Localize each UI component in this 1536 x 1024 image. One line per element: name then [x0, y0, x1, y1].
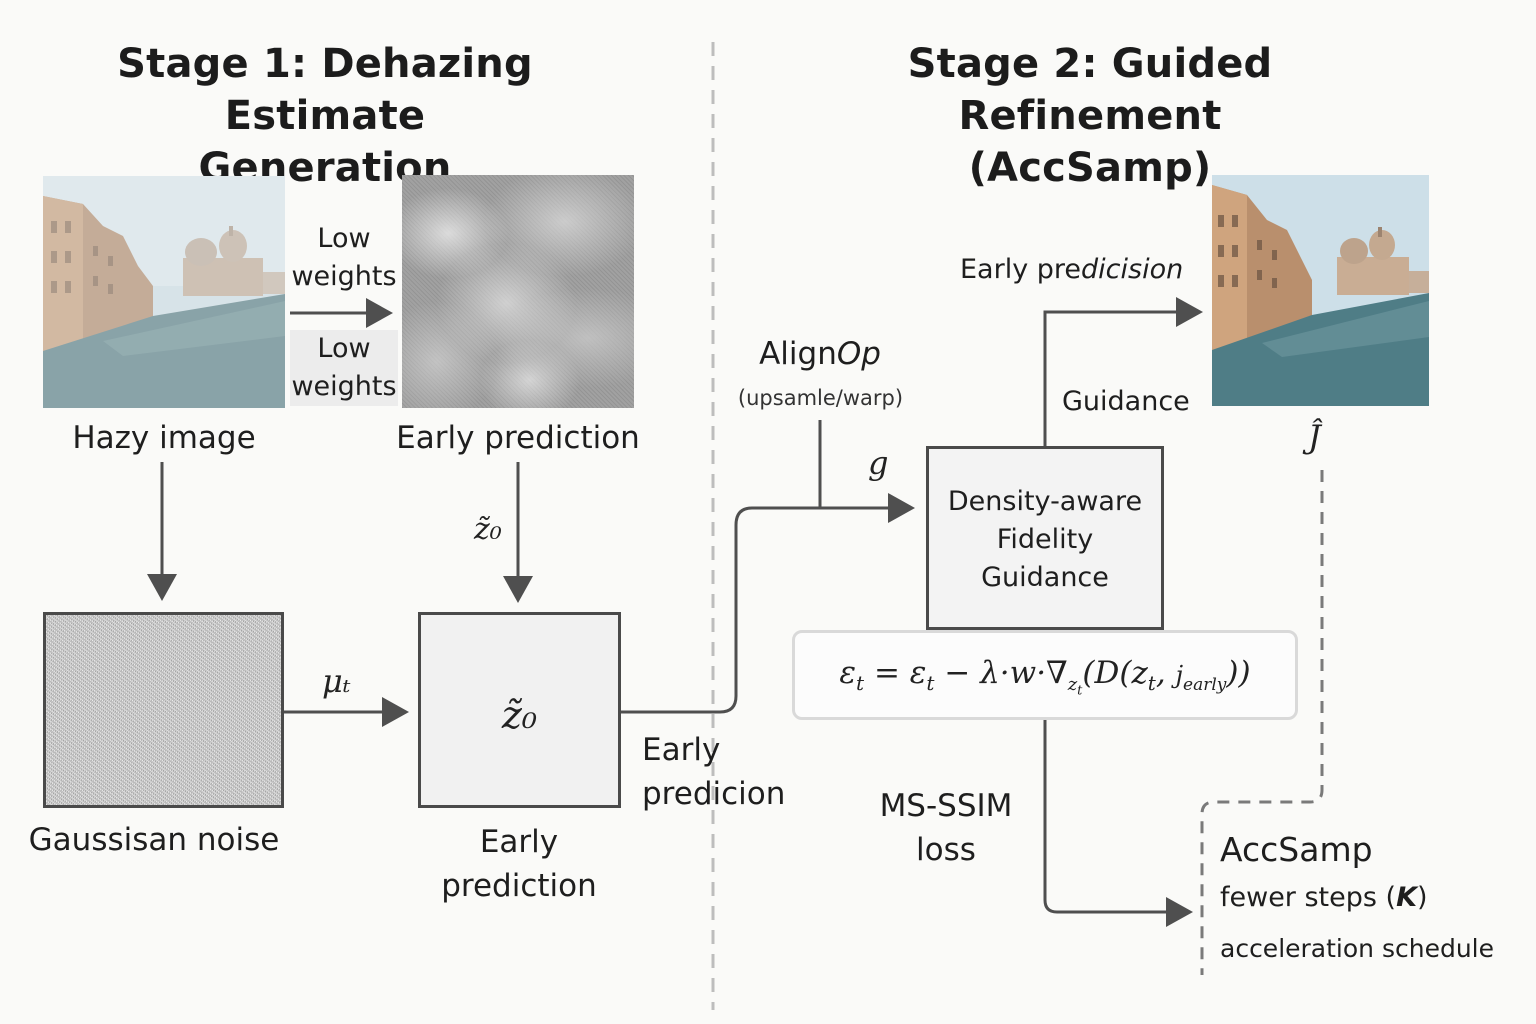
hazy-image [43, 176, 285, 408]
stage1-title: Stage 1: Dehazing Estimate Generation [40, 38, 610, 194]
dfg-line2: Fidelity [996, 524, 1094, 555]
stage2-title: Stage 2: Guided Refinement (AccSamp) [800, 38, 1380, 194]
j-hat-label: Ĵ [1308, 418, 1321, 456]
dfg-line1: Density-aware [947, 486, 1143, 517]
mu-t-label: μₜ [322, 662, 351, 700]
acceleration-schedule-label: acceleration schedule [1220, 934, 1494, 963]
low-weights-top-label: Low weights [291, 223, 397, 292]
gaussian-noise-label: Gaussisan noise [28, 822, 280, 858]
dfg-line3: Guidance [981, 562, 1109, 593]
early-prediction-top-label: Early prediction [396, 420, 640, 456]
z0-box-label: z̃₀ [501, 693, 538, 737]
early-predicision-label: Early predicision [960, 254, 1184, 285]
early-predicion-label: Early predicion [642, 732, 786, 812]
early-prediction-bottom-label: Early prediction [441, 824, 597, 904]
low-weights-bottom-label: Low weights [290, 330, 398, 406]
hazy-image-label: Hazy image [72, 420, 256, 456]
z0-to-guidance-path [620, 493, 915, 714]
alignop-sub-label: (upsamle/warp) [737, 386, 904, 410]
z0-arrow-label: z̃₀ [474, 512, 502, 547]
msssim-to-accsamp-path [1043, 720, 1193, 927]
dehazed-output-image [1212, 175, 1429, 406]
alignop-label: AlignOp [759, 336, 881, 372]
dashed-feedback-path [1200, 470, 1324, 975]
update-equation-box: εt = εt − λ·w·∇zt(D(zt, jearly)) [792, 630, 1298, 720]
stage2-title-line2: (AccSamp) [968, 145, 1212, 191]
gaussian-noise-box [43, 612, 284, 808]
clear-canal-picture [1212, 175, 1429, 406]
ms-ssim-loss-label: MS-SSIM loss [879, 788, 1013, 868]
early-prediction-image [402, 175, 634, 408]
density-aware-guidance-box: Density-aware Fidelity Guidance [926, 446, 1164, 630]
guidance-label: Guidance [1062, 386, 1190, 417]
guidance-to-output-path [1043, 297, 1203, 446]
z0-box: z̃₀ [418, 612, 621, 808]
g-label: g [868, 444, 889, 482]
stage1-title-line1: Stage 1: Dehazing Estimate [117, 41, 533, 139]
update-equation: εt = εt − λ·w·∇zt(D(zt, jearly)) [839, 655, 1251, 699]
fewer-steps-label: fewer steps (K) [1220, 882, 1428, 913]
accsamp-label: AccSamp [1220, 830, 1373, 869]
hazy-canal-picture [43, 176, 285, 408]
stage2-title-line1: Stage 2: Guided Refinement [907, 41, 1273, 139]
